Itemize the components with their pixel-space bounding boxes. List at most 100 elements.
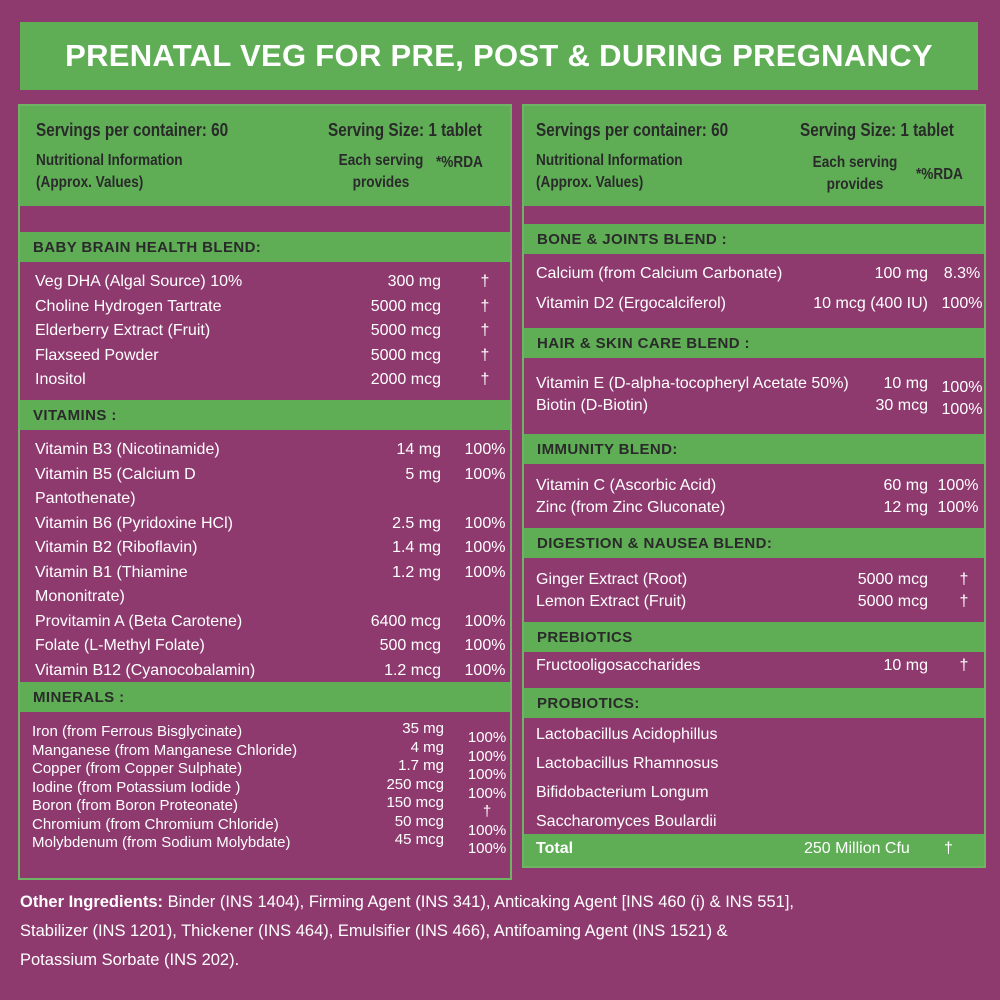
nutrient-row: Iron (from Ferrous Bisglycinate) 35 mg 100… bbox=[32, 720, 506, 746]
nutrient-rda: † bbox=[480, 371, 490, 388]
nutrient-rda: 8.3% bbox=[943, 265, 981, 282]
nutrient-name: Ginger Extract (Root) bbox=[536, 571, 688, 588]
nutrient-name: Vitamin B12 (Cyanocobalamin) bbox=[35, 661, 256, 679]
nutrient-name: Biotin (D-Biotin) bbox=[536, 397, 649, 414]
nutrient-row: Vitamin B2 (Riboflavin) 1.4 mg 100% bbox=[35, 538, 505, 558]
nutrient-amount: 5000 mcg bbox=[370, 346, 441, 364]
nutrient-amount: 500 mcg bbox=[379, 637, 441, 654]
nutrient-name: Chromium (from Chromium Chloride) bbox=[32, 815, 279, 833]
total-label: Total bbox=[536, 840, 574, 857]
nutrient-rda: 100% bbox=[467, 747, 507, 765]
nutrient-row: Vitamin B5 (Calcium D 5 mg 100% bbox=[35, 465, 505, 485]
nutrient-rda: 100% bbox=[937, 499, 979, 516]
nutrient-row: Molybdenum (from Sodium Molybdate) 45 mcg… bbox=[32, 831, 506, 857]
nutri-info-line1: Nutritional Information bbox=[536, 152, 683, 169]
nutrient-amount: 10 mcg (400 IU) bbox=[813, 295, 928, 312]
nutrient-row: Lemon Extract (Fruit) 5000 mcg † bbox=[536, 592, 984, 612]
nutrient-amount: 2000 mcg bbox=[370, 371, 441, 388]
other-ingredients-line3: Potassium Sorbate (INS 202). bbox=[20, 951, 240, 969]
each-serving-line2: provides bbox=[826, 176, 884, 193]
nutri-info-line2: (Approx. Values) bbox=[536, 174, 644, 191]
nutrient-amount: 45 mcg bbox=[394, 831, 444, 848]
digestion-nausea-blend-header: DIGESTION & NAUSEA BLEND: bbox=[524, 528, 984, 558]
nutrient-rda: 100% bbox=[464, 612, 506, 630]
nutrient-row: Elderberry Extract (Fruit) 5000 mcg † bbox=[35, 321, 505, 341]
nutrient-name-continued: Mononitrate) bbox=[35, 588, 125, 605]
nutrient-rda: 100% bbox=[467, 821, 507, 839]
immunity-blend-header: IMMUNITY BLEND: bbox=[524, 434, 984, 464]
servings-label: Servings per container: 60 bbox=[36, 120, 229, 140]
nutrient-rda: † bbox=[480, 297, 490, 315]
probiotic-item: Lactobacillus Acidophillus bbox=[536, 726, 718, 743]
nutrient-name: Zinc (from Zinc Gluconate) bbox=[536, 499, 726, 516]
minerals-header: MINERALS : bbox=[20, 682, 510, 712]
nutrient-rda: 100% bbox=[467, 766, 507, 783]
nutrient-rda: 100% bbox=[464, 441, 506, 458]
nutrient-row: Ginger Extract (Root) 5000 mcg † bbox=[536, 570, 984, 590]
nutrient-amount: 4 mg bbox=[410, 738, 444, 756]
nutrient-amount: 60 mg bbox=[883, 477, 928, 494]
nutrient-amount: 10 mg bbox=[883, 657, 928, 674]
nutrient-amount: 1.4 mg bbox=[392, 539, 441, 556]
hair-skin-blend-header: HAIR & SKIN CARE BLEND : bbox=[524, 328, 984, 358]
nutrient-row: Provitamin A (Beta Carotene) 6400 mcg 100% bbox=[35, 612, 505, 632]
nutrient-row: Inositol 2000 mcg † bbox=[35, 370, 505, 390]
nutrient-amount: 1.7 mg bbox=[398, 757, 444, 774]
each-serving-line1: Each serving bbox=[812, 154, 898, 171]
nutrient-name: Choline Hydrogen Tartrate bbox=[35, 297, 222, 315]
prebiotics-header: PREBIOTICS bbox=[524, 622, 984, 652]
other-ingredients: Other Ingredients: Binder (INS 1404), Fi… bbox=[20, 888, 980, 975]
bone-joints-blend-header: BONE & JOINTS BLEND : bbox=[524, 224, 984, 254]
nutrient-amount: 300 mg bbox=[387, 273, 441, 290]
title-text: PRENATAL VEG FOR PRE, POST & DURING PREG… bbox=[65, 38, 933, 73]
nutrient-row: Vitamin B6 (Pyridoxine HCl) 2.5 mg 100% bbox=[35, 514, 505, 534]
right-panel-header: Servings per container: 60 Serving Size:… bbox=[524, 106, 984, 206]
nutrient-row: Vitamin C (Ascorbic Acid) 60 mg 100% bbox=[536, 476, 984, 496]
nutrient-row: Vitamin B3 (Nicotinamide) 14 mg 100% bbox=[35, 440, 505, 460]
nutrient-row: Vitamin E (D-alpha-tocopheryl Acetate 50… bbox=[536, 374, 984, 396]
nutrient-amount: 12 mg bbox=[883, 499, 928, 516]
nutrient-name: Elderberry Extract (Fruit) bbox=[35, 322, 211, 339]
nutrient-rda: 100% bbox=[941, 295, 983, 312]
nutrient-name: Calcium (from Calcium Carbonate) bbox=[536, 265, 783, 282]
serving-size-label: Serving Size: 1 tablet bbox=[800, 120, 954, 140]
nutrient-row: Veg DHA (Algal Source) 10% 300 mg † bbox=[35, 272, 505, 292]
nutrient-amount: 50 mcg bbox=[394, 812, 444, 830]
nutrient-rda: 100% bbox=[941, 401, 983, 418]
servings-label: Servings per container: 60 bbox=[536, 120, 729, 140]
nutrient-rda: † bbox=[482, 803, 492, 820]
nutrient-name: Folate (L-Methyl Folate) bbox=[35, 637, 205, 654]
left-panel-header: Servings per container: 60 Serving Size:… bbox=[20, 106, 510, 206]
nutrient-row: Flaxseed Powder 5000 mcg † bbox=[35, 346, 505, 366]
total-row: Total 250 Million Cfu † bbox=[524, 834, 984, 866]
nutrient-name: Lemon Extract (Fruit) bbox=[536, 593, 687, 610]
nutrient-name: Vitamin D2 (Ergocalciferol) bbox=[536, 295, 726, 312]
nutrient-row: Chromium (from Chromium Chloride) 50 mcg 1… bbox=[32, 812, 506, 839]
page-title: PRENATAL VEG FOR PRE, POST & DURING PREG… bbox=[20, 22, 978, 90]
nutrient-name: Copper (from Copper Sulphate) bbox=[32, 760, 243, 777]
nutrient-rda: † bbox=[480, 322, 490, 339]
other-ingredients-line1: Binder (INS 1404), Firming Agent (INS 34… bbox=[163, 893, 794, 911]
nutrient-name: Inositol bbox=[35, 371, 86, 388]
nutrient-row: Boron (from Boron Proteonate) 150 mcg † bbox=[32, 794, 502, 820]
nutrient-name: Vitamin B3 (Nicotinamide) bbox=[35, 441, 220, 458]
nutrient-row: Calcium (from Calcium Carbonate) 100 mg 8.… bbox=[536, 264, 984, 284]
nutrient-rda: 100% bbox=[467, 729, 507, 746]
nutrient-name: Iron (from Ferrous Bisglycinate) bbox=[32, 723, 243, 740]
nutrient-name: Flaxseed Powder bbox=[35, 346, 159, 364]
nutrient-amount: 2.5 mg bbox=[392, 514, 441, 532]
nutrient-rda: 100% bbox=[467, 840, 507, 857]
nutrient-row: Vitamin D2 (Ergocalciferol) 10 mcg (400 I… bbox=[536, 294, 984, 314]
nutrient-name: Fructooligosaccharides bbox=[536, 657, 701, 674]
other-ingredients-label: Other Ingredients: bbox=[20, 893, 164, 911]
nutrient-name: Vitamin B1 (Thiamine bbox=[35, 563, 188, 581]
nutrient-amount: 250 mcg bbox=[386, 775, 444, 793]
each-serving-line2: provides bbox=[352, 174, 410, 191]
probiotics-header: PROBIOTICS: bbox=[524, 688, 984, 718]
nutrient-rda: † bbox=[959, 657, 969, 674]
probiotic-item: Bifidobacterium Longum bbox=[536, 784, 709, 801]
nutrient-name: Veg DHA (Algal Source) 10% bbox=[35, 273, 243, 290]
rda-label: *%RDA bbox=[436, 154, 483, 171]
vitamins-header: VITAMINS : bbox=[20, 400, 510, 430]
nutrient-amount: 5000 mcg bbox=[370, 322, 441, 339]
